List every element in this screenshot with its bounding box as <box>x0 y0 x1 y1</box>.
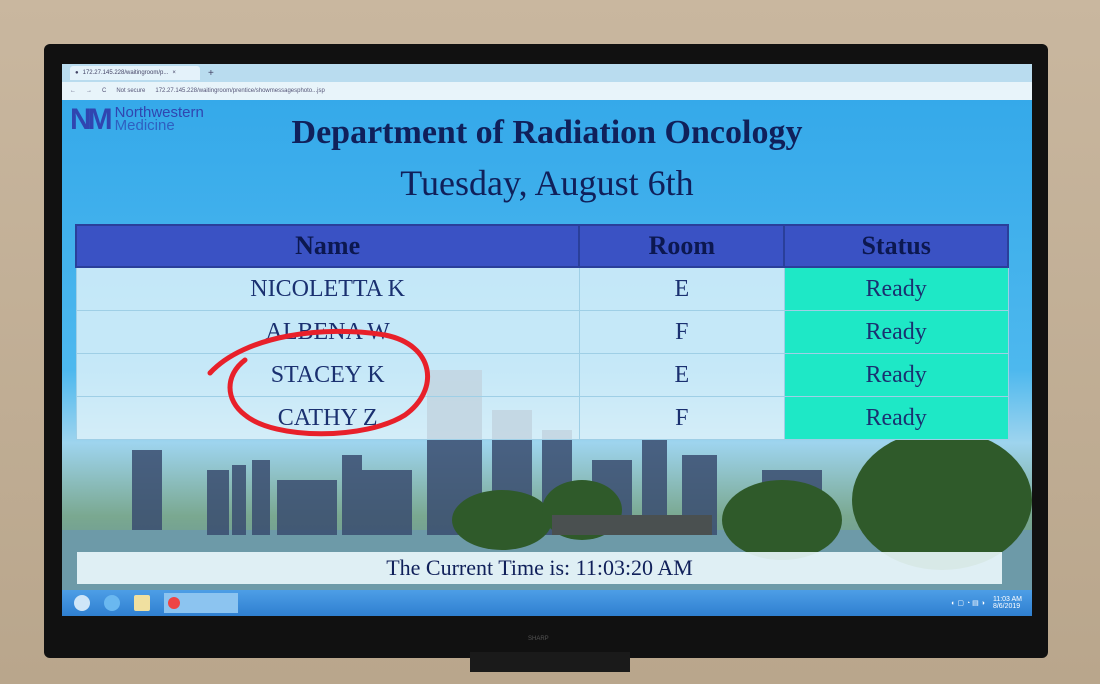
cell-status: Ready <box>783 353 1009 397</box>
cell-room: E <box>578 266 785 311</box>
security-label[interactable]: Not secure <box>116 88 146 94</box>
new-tab-button[interactable]: + <box>208 67 214 79</box>
globe-icon: ● <box>75 70 79 76</box>
table-row: CATHY Z F Ready <box>75 396 1009 440</box>
cell-status: Ready <box>783 310 1009 354</box>
url-field[interactable]: 172.27.145.228/waitingroom/prentice/show… <box>155 88 325 94</box>
table-row: NICOLETTA K E Ready <box>75 266 1009 311</box>
cell-name: STACEY K <box>75 353 580 397</box>
close-tab-icon[interactable]: × <box>172 70 176 76</box>
browser-tab[interactable]: ● 172.27.145.228/waitingroom/p... × <box>70 66 200 80</box>
cell-room: F <box>578 310 785 354</box>
waiting-room-page: NM Northwestern Medicine Department of Ra… <box>62 100 1032 590</box>
column-header-room: Room <box>578 224 786 268</box>
taskbar-clock[interactable]: 11:03 AM 8/6/2019 <box>992 596 1022 610</box>
file-explorer-icon[interactable] <box>134 595 150 611</box>
cell-status: Ready <box>783 396 1009 440</box>
start-button-icon[interactable] <box>74 595 90 611</box>
browser-tabbar: ● 172.27.145.228/waitingroom/p... × + <box>62 64 1032 82</box>
forward-icon[interactable]: → <box>86 88 92 94</box>
chrome-taskbar-button[interactable] <box>164 593 238 613</box>
internet-explorer-icon[interactable] <box>104 595 120 611</box>
column-header-name: Name <box>74 224 581 268</box>
page-title: Department of Radiation Oncology <box>291 114 803 151</box>
tv-stand <box>470 652 630 672</box>
reload-icon[interactable]: C <box>102 88 107 94</box>
patient-status-table: Name Room Status NICOLETTA K E Ready ALBENA… <box>74 224 1009 440</box>
cell-room: E <box>578 353 785 397</box>
back-icon[interactable]: ← <box>70 88 76 94</box>
taskbar: ◐ ▢ ◔ ▤ ◑ 11:03 AM 8/6/2019 <box>62 590 1032 616</box>
page-date: Tuesday, August 6th <box>400 163 694 203</box>
screen: ● 172.27.145.228/waitingroom/p... × + ← → … <box>62 64 1032 616</box>
cell-name: NICOLETTA K <box>75 266 580 311</box>
column-header-status: Status <box>783 224 1009 268</box>
northwestern-medicine-logo: NM Northwestern Medicine <box>70 103 204 136</box>
red-circle-annotation <box>207 328 431 437</box>
system-tray: ◐ ▢ ◔ ▤ ◑ 11:03 AM 8/6/2019 <box>951 596 1022 610</box>
table-row: STACEY K E Ready <box>75 353 1009 397</box>
current-time: The Current Time is: 11:03:20 AM <box>77 552 1002 584</box>
tv-brand: SHARP <box>528 636 549 642</box>
address-bar: ← → C Not secure 172.27.145.228/waitingr… <box>62 82 1032 100</box>
tab-title: 172.27.145.228/waitingroom/p... <box>82 70 169 76</box>
chrome-icon <box>168 597 180 609</box>
tray-icons[interactable]: ◐ ▢ ◔ ▤ ◑ <box>951 600 985 607</box>
cell-room: F <box>578 396 785 440</box>
cell-status: Ready <box>783 266 1009 311</box>
